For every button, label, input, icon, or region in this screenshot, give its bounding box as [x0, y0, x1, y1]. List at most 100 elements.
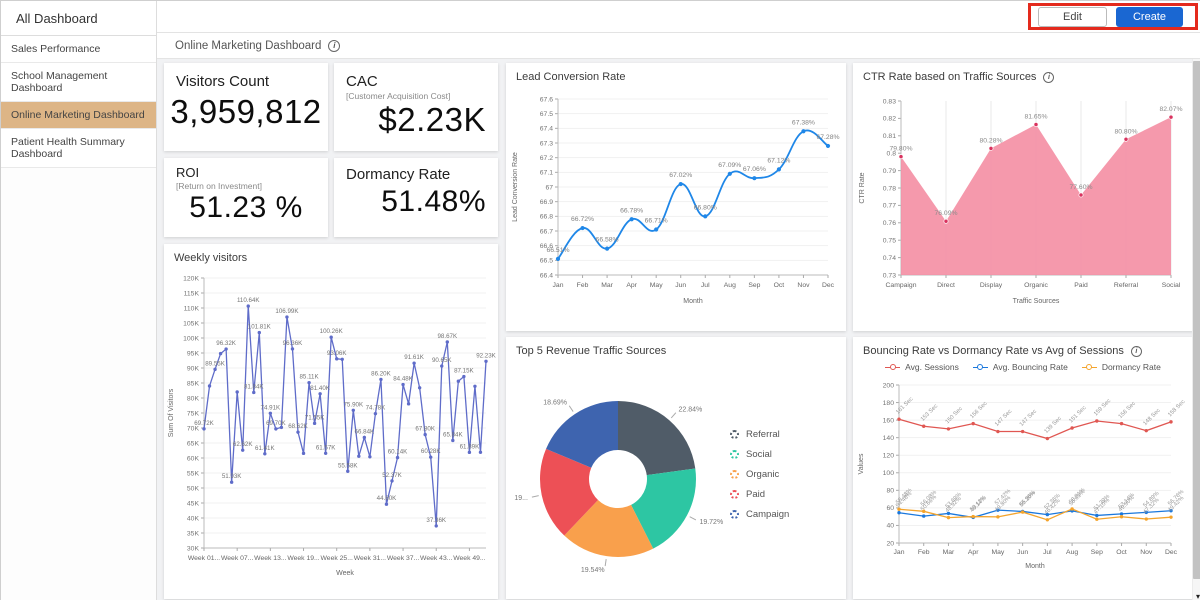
- svg-text:98.67K: 98.67K: [437, 333, 457, 340]
- dashboard-content: Visitors Count 3,959,812 CAC [Customer A…: [157, 59, 1200, 600]
- kpi-value: 51.23 %: [189, 191, 303, 224]
- svg-text:52.37K: 52.37K: [382, 472, 402, 479]
- series-line: [898, 508, 1172, 521]
- svg-text:96.32K: 96.32K: [216, 340, 236, 347]
- sidebar-item-online-marketing[interactable]: Online Marketing Dashboard: [1, 102, 156, 129]
- svg-text:Traffic Sources: Traffic Sources: [1013, 298, 1060, 305]
- svg-text:40: 40: [886, 523, 894, 530]
- svg-text:100: 100: [883, 470, 895, 477]
- donut-slice-social[interactable]: [631, 468, 696, 549]
- data-point: [462, 374, 466, 379]
- chart-title-text: Bouncing Rate vs Dormancy Rate vs Avg of…: [863, 345, 1124, 357]
- info-icon[interactable]: i: [1130, 345, 1142, 357]
- data-point: [263, 452, 267, 456]
- data-point: [1033, 122, 1039, 127]
- series-line: [898, 509, 1172, 519]
- svg-text:Values: Values: [858, 453, 865, 474]
- series-line: [898, 418, 1172, 440]
- svg-text:Referral: Referral: [1114, 282, 1139, 289]
- data-point: [727, 171, 732, 176]
- data-point: [996, 508, 1000, 512]
- sidebar-item-school-management[interactable]: School Management Dashboard: [1, 63, 156, 102]
- svg-text:0.81: 0.81: [883, 133, 896, 140]
- data-point: [252, 390, 256, 395]
- create-button[interactable]: Create: [1115, 6, 1183, 27]
- svg-text:Campaign: Campaign: [886, 282, 917, 289]
- svg-text:19.54%: 19.54%: [581, 567, 605, 574]
- sidebar: All Dashboard Sales Performance School M…: [1, 1, 157, 600]
- svg-text:101.81K: 101.81K: [248, 324, 272, 331]
- data-point: [922, 509, 926, 514]
- legend-item-referral[interactable]: Referral: [730, 429, 789, 440]
- data-point: [946, 515, 951, 520]
- svg-text:Week 49...: Week 49...: [453, 555, 485, 562]
- chart-title: Lead Conversion Rate: [516, 71, 626, 83]
- weekly-visitors-card: Weekly visitors 30K 35K 40K 45K 50K 55K 60K 65K…: [164, 244, 498, 599]
- svg-text:66.7: 66.7: [540, 228, 553, 235]
- data-point: [1095, 513, 1099, 518]
- donut-slice-organic[interactable]: [564, 500, 654, 557]
- svg-text:Paid: Paid: [1074, 282, 1088, 289]
- svg-text:66.80%: 66.80%: [694, 204, 717, 211]
- ctr-rate-chart: 0.73 0.74 0.75 0.76 0.77 0.78 0.79 0.8 0.81 0.82 0…: [859, 98, 1183, 305]
- svg-text:67.02%: 67.02%: [669, 172, 692, 179]
- main-area: Edit Create Online Marketing Dashboard i…: [157, 1, 1200, 600]
- svg-text:Week: Week: [336, 570, 354, 577]
- data-point: [580, 225, 585, 231]
- vertical-scrollbar[interactable]: [1192, 59, 1200, 600]
- svg-text:75K: 75K: [187, 410, 200, 417]
- weekly-line: [203, 306, 487, 526]
- sidebar-item-patient-health[interactable]: Patient Health Summary Dashboard: [1, 129, 156, 168]
- svg-text:180: 180: [883, 400, 895, 407]
- svg-text:140: 140: [883, 435, 895, 442]
- info-icon[interactable]: i: [1043, 71, 1055, 83]
- donut-slice-paid[interactable]: [540, 448, 599, 536]
- data-point: [1169, 420, 1173, 424]
- kpi-value: $2.23K: [378, 101, 486, 138]
- svg-text:35K: 35K: [187, 530, 200, 537]
- legend-item-organic[interactable]: Organic: [730, 469, 789, 480]
- legend-item-avg-bouncing-rate[interactable]: Avg. Bouncing Rate: [972, 362, 1068, 372]
- svg-text:67.38%: 67.38%: [792, 119, 815, 126]
- referral-legend-icon: [730, 430, 739, 439]
- data-point: [406, 402, 411, 406]
- data-point: [1144, 517, 1148, 521]
- data-point: [752, 176, 757, 181]
- svg-text:66.9: 66.9: [540, 199, 553, 206]
- svg-text:158 Sec: 158 Sec: [1167, 399, 1186, 418]
- legend-item-paid[interactable]: Paid: [730, 489, 789, 500]
- data-point: [285, 315, 289, 319]
- data-point: [971, 421, 975, 426]
- edit-button[interactable]: Edit: [1038, 6, 1107, 27]
- donut-slice-referral[interactable]: [618, 401, 696, 476]
- svg-text:82.07%: 82.07%: [1159, 106, 1182, 113]
- legend-item-social[interactable]: Social: [730, 449, 789, 460]
- svg-text:51.93K: 51.93K: [222, 473, 242, 480]
- data-point: [279, 425, 284, 430]
- scroll-corner-arrow-icon[interactable]: ▾: [1195, 592, 1200, 600]
- legend-item-avg-sessions[interactable]: Avg. Sessions: [885, 362, 959, 372]
- donut-slice-campaign[interactable]: [546, 401, 618, 468]
- svg-text:156 Sec: 156 Sec: [1118, 401, 1137, 420]
- data-point: [229, 480, 234, 484]
- svg-text:19.72%: 19.72%: [699, 519, 723, 526]
- svg-text:115K: 115K: [184, 290, 200, 297]
- svg-text:92.23K: 92.23K: [476, 352, 496, 359]
- data-point: [235, 390, 239, 394]
- info-icon[interactable]: i: [328, 39, 341, 52]
- svg-text:68.62K: 68.62K: [288, 423, 308, 430]
- data-point: [1045, 512, 1050, 517]
- svg-text:120K: 120K: [183, 275, 199, 282]
- scrollbar-thumb[interactable]: [1193, 61, 1200, 579]
- data-point: [274, 427, 278, 431]
- legend-item-dormancy-rate[interactable]: Dormancy Rate: [1081, 362, 1161, 372]
- svg-text:150 Sec: 150 Sec: [945, 406, 964, 425]
- legend-item-campaign[interactable]: Campaign: [730, 509, 789, 520]
- data-point: [654, 227, 659, 232]
- sidebar-item-sales-performance[interactable]: Sales Performance: [1, 36, 156, 63]
- kpi-title: ROI: [176, 165, 200, 180]
- svg-text:87.15K: 87.15K: [454, 368, 474, 375]
- svg-text:66.78%: 66.78%: [620, 207, 643, 214]
- svg-text:0.77: 0.77: [883, 203, 896, 210]
- svg-text:120: 120: [883, 453, 895, 460]
